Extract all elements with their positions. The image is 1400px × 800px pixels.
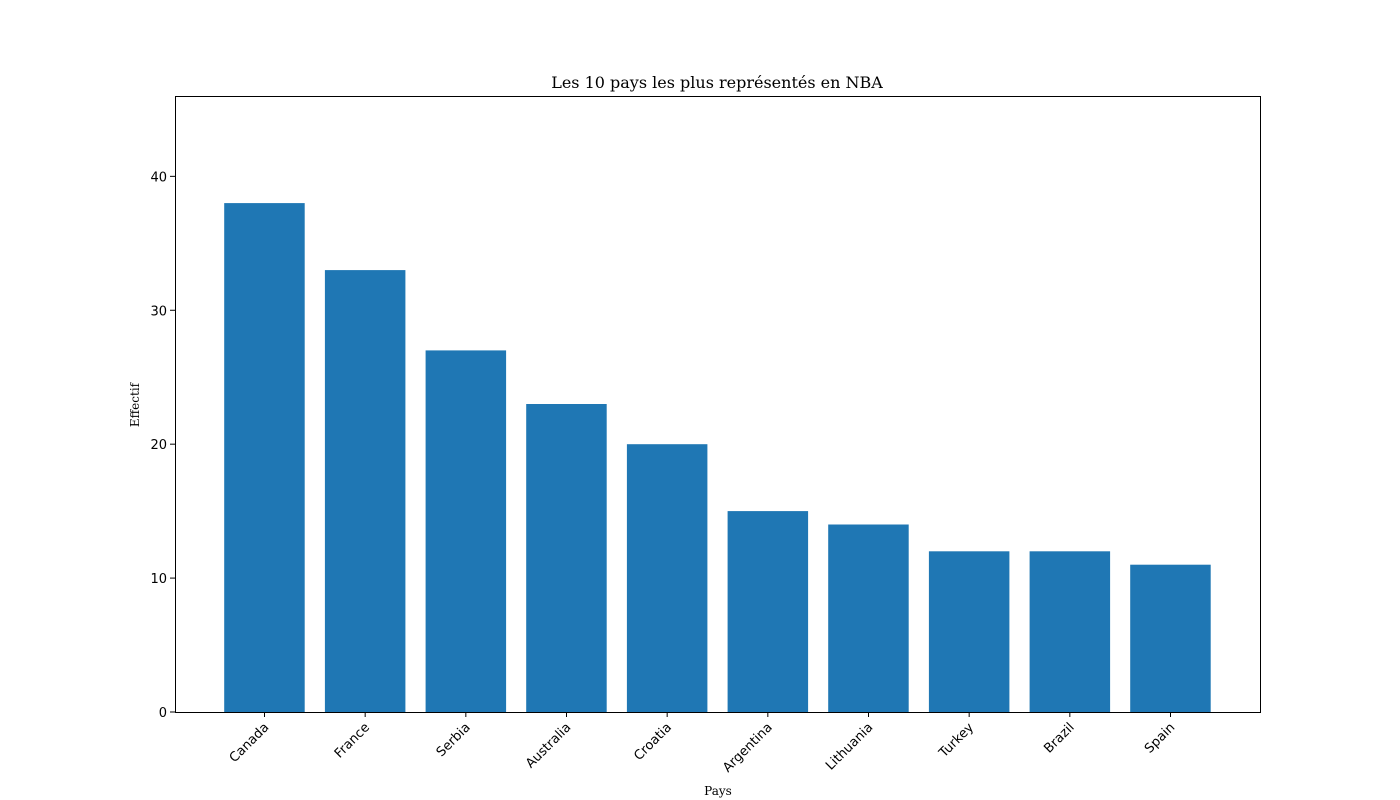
x-tick-label: Lithuania	[823, 720, 876, 773]
bar-argentina	[727, 511, 809, 712]
chart-title: Les 10 pays les plus représentés en NBA	[551, 73, 883, 92]
y-axis-label: Effectif	[128, 381, 142, 427]
bar-brazil	[1029, 551, 1111, 712]
y-axis: 0 10 20 30 40	[150, 170, 175, 721]
bar-spain	[1130, 564, 1211, 712]
y-tick-label: 40	[150, 170, 167, 185]
x-tick-label: Croatia	[631, 720, 675, 764]
x-tick-label: Serbia	[434, 720, 474, 760]
y-tick-label: 10	[150, 572, 167, 587]
bar-croatia	[626, 444, 708, 712]
x-tick-label: Turkey	[936, 720, 977, 761]
x-tick-label: Brazil	[1041, 720, 1077, 756]
y-tick-label: 30	[150, 304, 167, 319]
y-tick-label: 20	[150, 438, 167, 453]
x-tick-label: Spain	[1142, 720, 1178, 756]
bar-france	[324, 270, 406, 712]
x-tick-label: Argentina	[720, 720, 775, 775]
bar-canada	[224, 203, 305, 712]
x-axis: Canada France Serbia Australia Croatia Argent…	[227, 712, 1178, 776]
x-tick-label: Australia	[523, 720, 574, 771]
y-tick-label: 0	[159, 706, 167, 721]
bar-australia	[526, 404, 607, 712]
bar-serbia	[425, 350, 507, 712]
bars-group	[224, 203, 1211, 712]
x-tick-label: Canada	[227, 720, 273, 766]
bar-turkey	[928, 551, 1010, 712]
x-tick-label: France	[332, 720, 373, 761]
bar-lithuania	[828, 524, 909, 712]
x-axis-label: Pays	[704, 784, 732, 798]
plot-frame	[175, 96, 1261, 713]
